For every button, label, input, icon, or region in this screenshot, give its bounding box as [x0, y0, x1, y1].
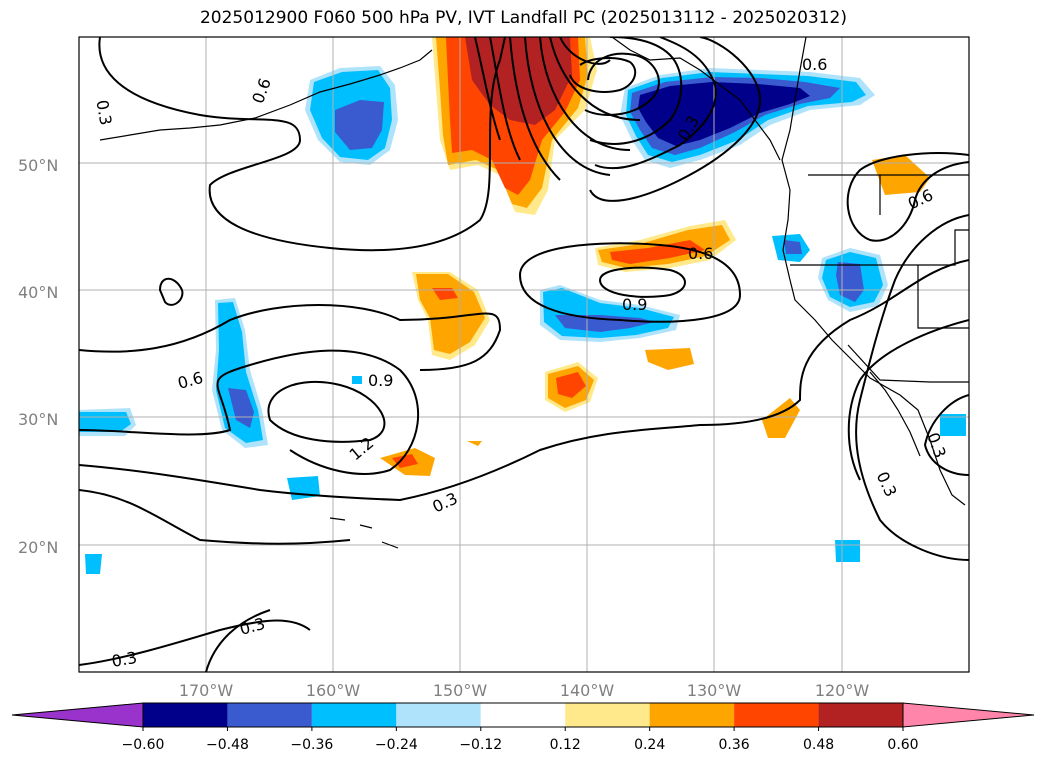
lon-tick-label: 160°W — [306, 681, 361, 700]
colorbar-tick-label: 0.24 — [634, 737, 665, 753]
colorbar-tick-label: −0.48 — [206, 737, 249, 753]
colorbar-extend-low — [11, 702, 144, 728]
lat-tick-labels: 20°N 30°N 40°N 50°N — [18, 156, 58, 557]
lat-tick-label: 40°N — [18, 283, 58, 302]
colorbar-tick-label: 0.12 — [550, 737, 581, 753]
negative-anomaly-central — [540, 285, 680, 342]
svg-text:0.6: 0.6 — [802, 55, 827, 74]
svg-text:0.9: 0.9 — [622, 295, 647, 314]
colorbar-swatch — [818, 703, 903, 727]
map-plot: 0.3 0.6 0.6 0.6 0.6 0.9 0.9 1.2 0.3 0.3 … — [79, 37, 969, 672]
colorbar-swatch — [396, 703, 481, 727]
colorbar-frame — [142, 702, 904, 728]
lon-tick-label: 140°W — [560, 681, 615, 700]
lon-tick-label: 130°W — [687, 681, 742, 700]
svg-text:0.3: 0.3 — [110, 648, 138, 671]
contour-labels: 0.3 0.6 0.6 0.6 0.6 0.9 0.9 1.2 0.3 0.3 … — [92, 55, 949, 671]
lon-tick-label: 150°W — [433, 681, 488, 700]
colorbar: −0.60 −0.48 −0.36 −0.24 −0.12 0.12 0.24 0.36 0.4… — [11, 702, 1035, 753]
colorbar-swatch — [649, 703, 735, 727]
colorbar-tick-label: −0.24 — [375, 737, 418, 753]
plot-frame — [78, 36, 970, 673]
lon-tick-label: 170°W — [179, 681, 234, 700]
colorbar-swatch — [227, 703, 312, 727]
lat-tick-label: 20°N — [18, 538, 58, 557]
negative-anomaly-aleutian — [305, 66, 398, 165]
lat-tick-label: 30°N — [18, 410, 58, 429]
colorbar-swatch — [480, 703, 566, 727]
colorbar-swatch — [311, 703, 397, 727]
svg-text:0.9: 0.9 — [368, 371, 393, 390]
positive-anomaly-small — [380, 155, 930, 476]
colorbar-tick-label: −0.12 — [459, 737, 502, 753]
positive-anomaly-west-central — [412, 272, 490, 360]
colorbar-tick-label: 0.48 — [803, 737, 834, 753]
negative-anomaly-coast — [772, 234, 888, 312]
svg-text:0.6: 0.6 — [688, 244, 713, 263]
colorbar-swatch — [143, 703, 228, 727]
colorbar-tick-label: −0.36 — [290, 737, 333, 753]
colorbar-swatch — [565, 703, 650, 727]
lon-tick-labels: 170°W 160°W 150°W 140°W 130°W 120°W — [179, 681, 870, 700]
colorbar-swatch — [734, 703, 819, 727]
colorbar-extend-high — [902, 702, 1035, 728]
svg-text:0.3: 0.3 — [92, 98, 115, 126]
colorbar-tick-label: 0.60 — [887, 737, 918, 753]
lon-tick-label: 120°W — [815, 681, 870, 700]
contours — [79, 37, 969, 672]
lat-tick-label: 50°N — [18, 156, 58, 175]
colorbar-tick-label: 0.36 — [719, 737, 750, 753]
chart-title: 2025012900 F060 500 hPa PV, IVT Landfall… — [199, 8, 847, 28]
colorbar-tick-label: −0.60 — [122, 737, 165, 753]
